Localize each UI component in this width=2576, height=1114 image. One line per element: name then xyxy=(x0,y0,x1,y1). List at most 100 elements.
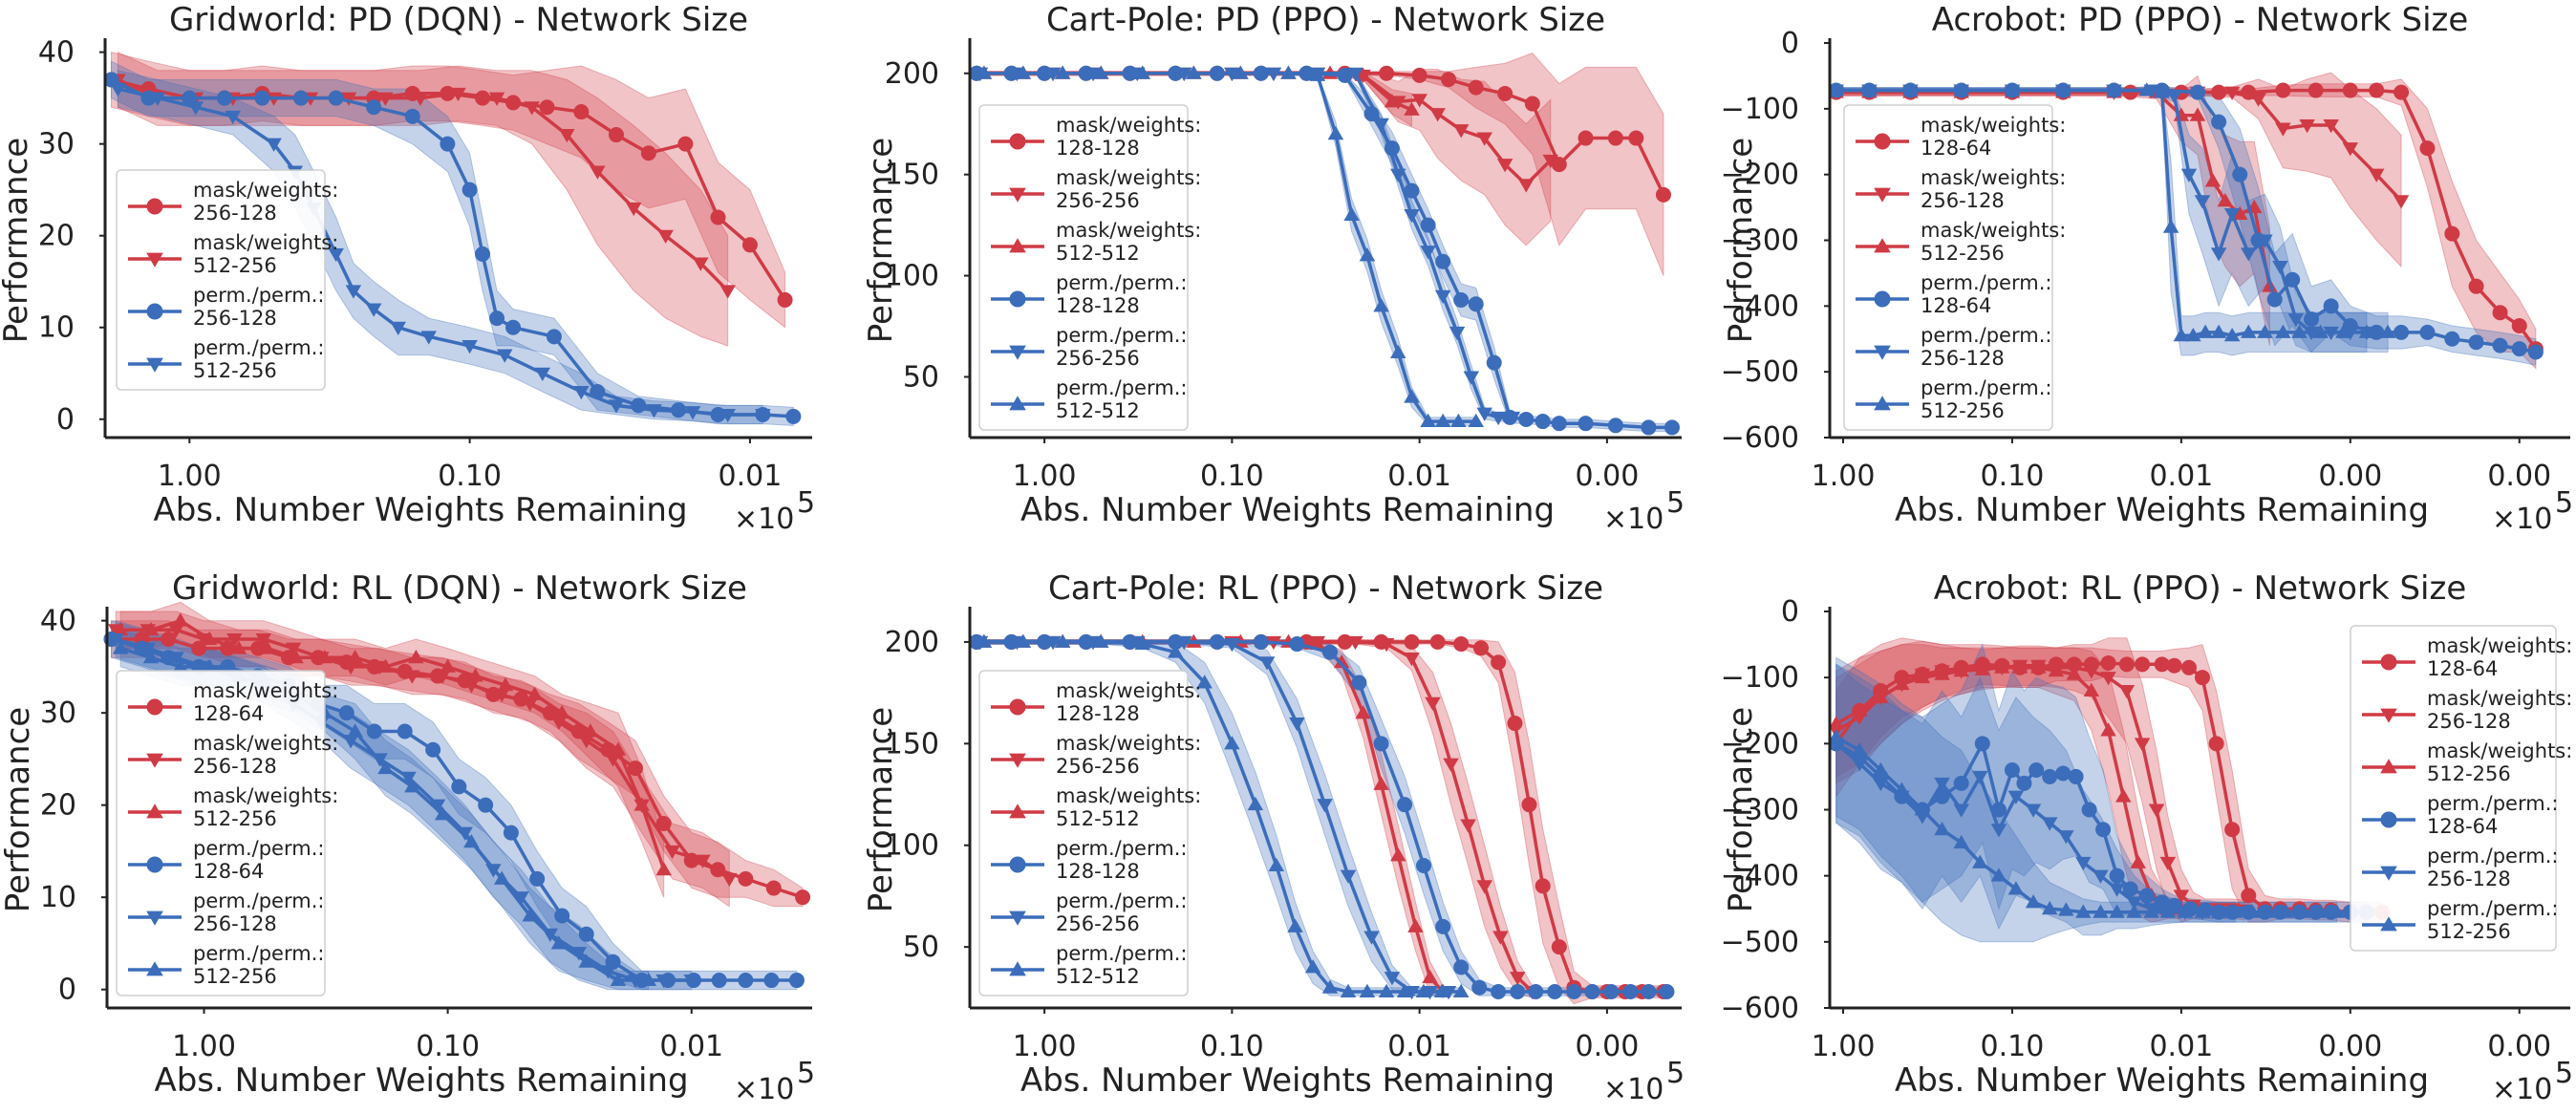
y-tick-label: 50 xyxy=(903,360,939,394)
data-point xyxy=(578,953,594,968)
legend-marker xyxy=(1009,803,1026,819)
data-point xyxy=(172,658,189,673)
data-point xyxy=(2100,672,2116,686)
data-point xyxy=(285,642,302,656)
data-point xyxy=(605,753,621,767)
data-point xyxy=(1974,661,1991,675)
data-point xyxy=(1411,67,1428,83)
x-tick-label: 1.00 xyxy=(1812,1030,1876,1063)
x-multiplier-exponent: 5 xyxy=(2555,486,2573,520)
data-point xyxy=(342,660,359,675)
y-tick-label: −600 xyxy=(1721,992,1799,1025)
legend-marker xyxy=(146,357,163,373)
data-point xyxy=(1434,289,1451,304)
data-point xyxy=(550,716,568,731)
data-point xyxy=(721,872,738,888)
legend-box xyxy=(116,169,326,391)
data-point xyxy=(2122,881,2138,897)
data-point xyxy=(2291,324,2308,338)
data-point xyxy=(1528,983,1544,999)
data-point xyxy=(2275,82,2291,98)
data-point xyxy=(2041,901,2058,915)
data-point xyxy=(1476,407,1492,421)
data-point xyxy=(1186,65,1202,79)
data-point xyxy=(2223,86,2241,100)
x-multiplier-exponent: 5 xyxy=(2555,1057,2573,1090)
legend-label: 512-512 xyxy=(1056,965,1140,988)
data-point xyxy=(1873,689,1889,703)
data-point xyxy=(489,311,505,327)
data-point xyxy=(1425,696,1441,712)
data-point xyxy=(1134,635,1150,651)
data-point xyxy=(578,735,594,749)
data-point xyxy=(429,799,446,813)
data-point xyxy=(539,99,555,116)
data-point xyxy=(2126,904,2142,918)
legend-label: 256-128 xyxy=(193,307,277,330)
data-point xyxy=(1015,633,1031,648)
legend-label: perm./perm.: xyxy=(2427,897,2558,920)
data-point xyxy=(2275,122,2291,137)
data-point xyxy=(1492,931,1509,945)
data-point xyxy=(328,90,344,106)
data-point xyxy=(1321,644,1338,660)
y-tick-label: 150 xyxy=(885,727,939,761)
x-axis-label: Abs. Number Weights Remaining xyxy=(1895,1061,2429,1100)
data-point xyxy=(365,303,382,317)
data-point xyxy=(1655,186,1671,203)
data-point xyxy=(1510,972,1526,986)
data-point xyxy=(1551,939,1567,955)
data-point xyxy=(1176,635,1192,651)
data-point xyxy=(1347,635,1363,651)
data-point xyxy=(1289,636,1305,653)
data-point xyxy=(1453,291,1470,308)
data-point xyxy=(1934,666,1950,680)
data-point xyxy=(2232,166,2248,182)
data-point xyxy=(463,834,480,848)
legend-label: 256-128 xyxy=(2427,710,2511,733)
data-point xyxy=(1974,736,1990,752)
data-point xyxy=(404,779,420,793)
legend-label: mask/weights: xyxy=(2427,634,2572,657)
x-tick-label: 0.10 xyxy=(1981,1030,2045,1063)
y-tick-label: 30 xyxy=(38,128,75,161)
legend-label: perm./perm.: xyxy=(1921,271,2051,294)
data-point xyxy=(1851,758,1868,772)
data-point xyxy=(1443,758,1459,772)
data-point xyxy=(1517,179,1535,193)
data-point xyxy=(2231,205,2248,220)
data-point xyxy=(2055,765,2072,782)
data-point xyxy=(254,90,270,106)
data-point xyxy=(1584,983,1600,999)
data-point xyxy=(2257,234,2273,248)
data-point xyxy=(2135,656,2151,673)
y-tick-label: −300 xyxy=(1721,794,1799,827)
data-point xyxy=(1851,742,1868,757)
data-point xyxy=(2287,313,2305,328)
legend-label: 256-128 xyxy=(193,202,277,225)
data-point xyxy=(1504,411,1521,426)
x-tick-label: 0.00 xyxy=(2318,460,2382,493)
legend-label: perm./perm.: xyxy=(1056,889,1187,912)
x-multiplier-exponent: 5 xyxy=(797,486,815,520)
data-point xyxy=(2419,140,2436,157)
data-point xyxy=(513,891,529,906)
data-point xyxy=(693,257,709,271)
legend-marker xyxy=(146,252,163,268)
data-point xyxy=(2323,298,2339,314)
data-point xyxy=(2109,883,2125,897)
data-point xyxy=(1468,79,1484,96)
legend-marker xyxy=(146,961,163,976)
data-point xyxy=(2223,328,2241,342)
data-point xyxy=(2208,736,2224,752)
data-point xyxy=(216,90,232,106)
data-point xyxy=(2106,82,2122,96)
data-point xyxy=(2419,324,2436,340)
data-point xyxy=(161,631,177,647)
data-point xyxy=(2166,657,2182,674)
data-point xyxy=(2093,869,2109,884)
y-tick-label: 40 xyxy=(40,605,76,638)
data-point xyxy=(1490,411,1507,426)
y-tick-label: 100 xyxy=(885,829,939,863)
data-point xyxy=(2118,656,2135,673)
